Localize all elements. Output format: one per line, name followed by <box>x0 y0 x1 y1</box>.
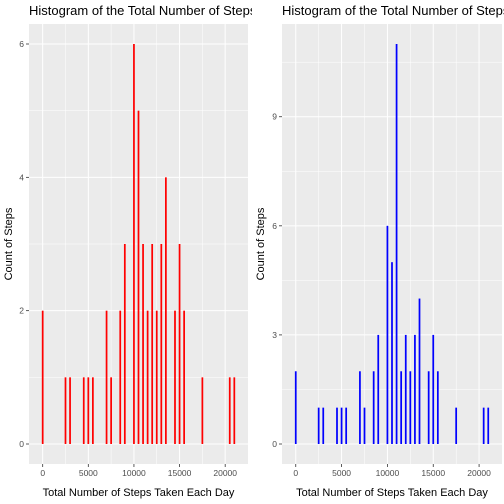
histogram-bar <box>160 244 162 444</box>
y-tick-label: 0 <box>19 439 24 449</box>
histogram-bar <box>437 371 439 444</box>
histogram-bar <box>42 311 44 444</box>
histogram-bar <box>65 377 67 444</box>
histogram-bar <box>419 299 421 444</box>
histogram-bar <box>359 371 361 444</box>
x-tick-label: 0 <box>40 468 45 478</box>
histogram-bar <box>405 335 407 444</box>
histogram-bar <box>377 335 379 444</box>
histogram-bar <box>229 377 231 444</box>
histogram-bar <box>92 377 94 444</box>
x-tick-label: 5000 <box>79 468 98 478</box>
histogram-bar <box>151 244 153 444</box>
histogram-bar <box>396 44 398 444</box>
y-tick-label: 9 <box>272 112 277 122</box>
histogram-bar <box>83 377 85 444</box>
histogram-bar <box>87 377 89 444</box>
y-tick-label: 0 <box>272 439 277 449</box>
histogram-bar <box>487 408 489 444</box>
right-x-axis-title: Total Number of Steps Taken Each Day <box>296 487 488 499</box>
histogram-bar <box>318 408 320 444</box>
histogram-bar <box>432 335 434 444</box>
y-tick-label: 3 <box>272 330 277 340</box>
histogram-bar <box>455 408 457 444</box>
histogram-bar <box>202 377 204 444</box>
histogram-bar <box>414 335 416 444</box>
histogram-bar <box>233 377 235 444</box>
histogram-bar <box>179 244 181 444</box>
histogram-bar <box>391 262 393 444</box>
x-tick-label: 5000 <box>332 468 351 478</box>
histogram-bar <box>174 311 176 444</box>
histogram-bar <box>322 408 324 444</box>
histogram-bar <box>138 111 140 444</box>
y-tick-label: 2 <box>19 306 24 316</box>
histogram-bar <box>156 311 158 444</box>
x-tick-label: 10000 <box>376 468 400 478</box>
left-y-axis-title: Count of Steps <box>3 207 15 280</box>
right-y-axis-title: Count of Steps <box>255 207 267 280</box>
histogram-bar <box>119 311 121 444</box>
x-tick-label: 15000 <box>168 468 192 478</box>
histogram-bar <box>409 371 411 444</box>
histogram-bar <box>428 371 430 444</box>
histogram-bar <box>142 244 144 444</box>
right-chart: Histogram of the Total Number of Steps T… <box>255 3 504 499</box>
y-tick-label: 4 <box>19 172 24 182</box>
histogram-bar <box>387 226 389 444</box>
histogram-bar <box>165 177 167 444</box>
x-tick-label: 10000 <box>122 468 146 478</box>
x-tick-label: 0 <box>293 468 298 478</box>
x-tick-label: 15000 <box>421 468 445 478</box>
histogram-bar <box>295 371 297 444</box>
histogram-bar <box>69 377 71 444</box>
histogram-bar <box>373 371 375 444</box>
histogram-bar <box>106 311 108 444</box>
histogram-bar <box>147 311 149 444</box>
histogram-bar <box>133 44 135 444</box>
histogram-bar <box>364 408 366 444</box>
histogram-bar <box>124 244 126 444</box>
histogram-bar <box>341 408 343 444</box>
y-tick-label: 6 <box>19 39 24 49</box>
y-tick-label: 6 <box>272 221 277 231</box>
histogram-bar <box>336 408 338 444</box>
histogram-bar <box>183 311 185 444</box>
histogram-bar <box>400 371 402 444</box>
x-tick-label: 20000 <box>467 468 491 478</box>
histogram-bar <box>483 408 485 444</box>
right-chart-title: Histogram of the Total Number of Steps T… <box>282 3 504 18</box>
left-x-axis-title: Total Number of Steps Taken Each Day <box>43 487 235 499</box>
x-tick-label: 20000 <box>213 468 237 478</box>
histogram-bar <box>345 408 347 444</box>
histogram-bar <box>110 377 112 444</box>
